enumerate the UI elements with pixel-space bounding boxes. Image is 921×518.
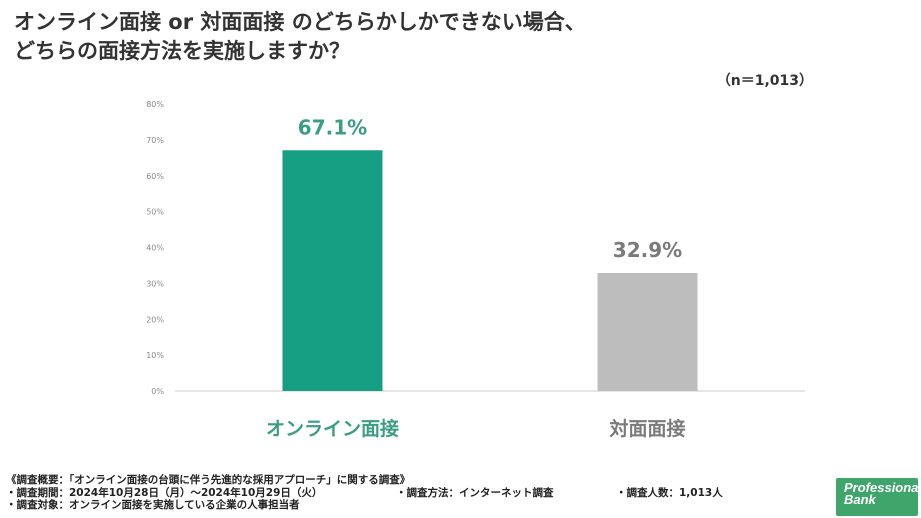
y-tick-label: 70% <box>146 136 164 145</box>
survey-respondents: ・調査人数：1,013人 <box>616 486 723 499</box>
bar <box>597 272 698 391</box>
y-tick-label: 20% <box>146 315 164 324</box>
logo-line-2: Bank <box>844 492 876 507</box>
y-tick-label: 50% <box>146 208 164 217</box>
y-tick-label: 40% <box>146 244 164 253</box>
y-tick-label: 30% <box>146 279 164 288</box>
data-label: 67.1% <box>298 115 367 139</box>
sample-size-label: （n＝1,013） <box>716 73 813 89</box>
y-tick-label: 80% <box>146 100 164 109</box>
chart-title: オンライン面接 or 対面面接 のどちらかしかできない場合、 どちらの面接方法を… <box>14 8 734 66</box>
y-tick-label: 60% <box>146 172 164 181</box>
data-label: 32.9% <box>613 238 682 262</box>
survey-method: ・調査方法：インターネット調査 <box>396 486 554 499</box>
survey-summary: 《調査概要：「オンライン面接の台頭に伴う先進的な採用アプローチ」に関する調査》 <box>6 474 411 486</box>
bar-chart: 0% 10% 20% 30% 40% 50% 60% 70% 80% 67.1% オンライン面接 32… <box>146 100 805 440</box>
bar <box>282 150 383 391</box>
chart-title-line-2: どちらの面接方法を実施しますか？ <box>14 39 350 63</box>
survey-details-row: ・調査期間：2024年10月28日（月）～2024年10月29日（火） ・調査方法… <box>6 487 806 500</box>
survey-period: ・調査期間：2024年10月28日（月）～2024年10月29日（火） <box>6 486 323 499</box>
survey-target: ・調査対象：オンライン面接を実施している企業の人事担当者 <box>6 499 300 511</box>
category-label: オンライン面接 <box>266 418 399 440</box>
y-tick-label: 0% <box>151 387 164 396</box>
category-label: 対面面接 <box>608 417 685 440</box>
professional-bank-logo: Professional Bank <box>836 478 921 516</box>
y-tick-label: 10% <box>146 351 164 360</box>
chart-title-line-1: オンライン面接 or 対面面接 のどちらかしかできない場合、 <box>14 10 586 34</box>
survey-notes: 《調査概要：「オンライン面接の台頭に伴う先進的な採用アプローチ」に関する調査》 … <box>6 474 806 512</box>
logo-line-1: Professional <box>844 480 921 495</box>
